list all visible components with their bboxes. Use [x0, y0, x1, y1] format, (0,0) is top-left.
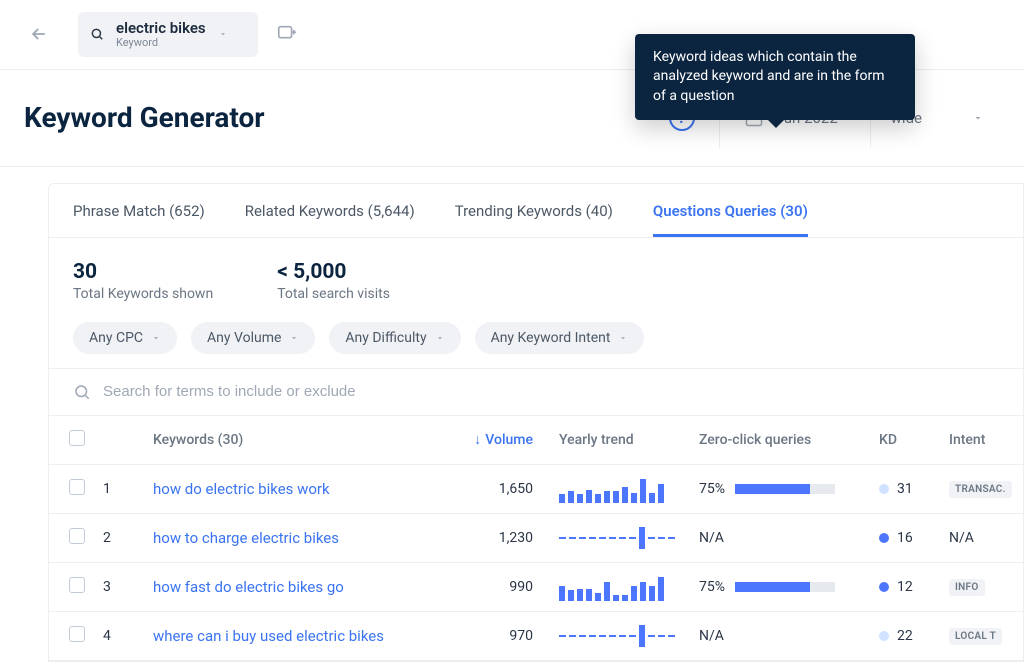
- row-index: 3: [97, 562, 147, 611]
- sparkline: [559, 573, 687, 601]
- keyword-subtitle: Keyword: [116, 37, 206, 49]
- intent-cell: LOCAL T: [943, 611, 1023, 660]
- stat-total-keywords: 30 Total Keywords shown: [73, 260, 213, 302]
- table-search: [49, 369, 1023, 416]
- volume-cell: 1,650: [463, 464, 553, 513]
- chevron-down-icon: [435, 333, 445, 343]
- filter-pill-3[interactable]: Any Keyword Intent: [475, 322, 645, 354]
- tab-3[interactable]: Questions Queries (30): [653, 202, 808, 237]
- row-checkbox[interactable]: [69, 528, 85, 544]
- main-card: Phrase Match (652) Related Keywords (5,64…: [48, 183, 1024, 662]
- volume-cell: 1,230: [463, 513, 553, 562]
- filter-pill-1[interactable]: Any Volume: [191, 322, 315, 354]
- chevron-down-icon: [151, 333, 161, 343]
- col-intent[interactable]: Intent: [943, 416, 1023, 465]
- row-checkbox[interactable]: [69, 479, 85, 495]
- tooltip-text: Keyword ideas which contain the analyzed…: [653, 49, 885, 104]
- sparkline-dashed: [559, 622, 687, 650]
- tab-0[interactable]: Phrase Match (652): [73, 202, 205, 237]
- row-index: 4: [97, 611, 147, 660]
- search-icon: [73, 383, 91, 401]
- chevron-down-icon: [218, 29, 228, 39]
- col-zero-click[interactable]: Zero-click queries: [693, 416, 873, 465]
- table-row: 4 where can i buy used electric bikes 970 N…: [49, 611, 1023, 660]
- tooltip: Keyword ideas which contain the analyzed…: [635, 34, 915, 121]
- select-all-checkbox[interactable]: [69, 430, 85, 446]
- row-checkbox[interactable]: [69, 626, 85, 642]
- intent-cell: TRANSAC.: [943, 464, 1023, 513]
- intent-cell: INFO: [943, 562, 1023, 611]
- add-tab-button[interactable]: [276, 23, 298, 45]
- col-volume[interactable]: ↓Volume: [463, 416, 553, 465]
- trend-cell: [553, 611, 693, 660]
- stat-label: Total Keywords shown: [73, 286, 213, 302]
- stat-value: 30: [73, 260, 213, 284]
- stat-label: Total search visits: [277, 286, 390, 302]
- sort-down-icon: ↓: [474, 432, 481, 448]
- keyword-selector[interactable]: electric bikes Keyword: [78, 12, 258, 57]
- search-input[interactable]: [103, 383, 999, 400]
- filter-pill-0[interactable]: Any CPC: [73, 322, 177, 354]
- chevron-down-icon: [289, 333, 299, 343]
- sparkline-dashed: [559, 524, 687, 552]
- tab-2[interactable]: Trending Keywords (40): [455, 202, 613, 237]
- keyword-text: electric bikes: [116, 20, 206, 37]
- keyword-link[interactable]: how to charge electric bikes: [153, 529, 339, 547]
- zero-click-cell: N/A: [693, 611, 873, 660]
- col-kd[interactable]: KD: [873, 416, 943, 465]
- chevron-down-icon: [972, 112, 984, 124]
- volume-cell: 970: [463, 611, 553, 660]
- row-index: 1: [97, 464, 147, 513]
- kd-cell: 31: [873, 464, 943, 513]
- intent-cell: N/A: [943, 513, 1023, 562]
- table-row: 2 how to charge electric bikes 1,230 N/A16N…: [49, 513, 1023, 562]
- filter-pill-2[interactable]: Any Difficulty: [329, 322, 460, 354]
- keyword-link[interactable]: how do electric bikes work: [153, 480, 330, 498]
- stats-row: 30 Total Keywords shown < 5,000 Total se…: [49, 238, 1023, 322]
- keyword-link[interactable]: where can i buy used electric bikes: [153, 627, 384, 645]
- zero-click-cell: N/A: [693, 513, 873, 562]
- stat-search-visits: < 5,000 Total search visits: [277, 260, 390, 302]
- table-row: 3 how fast do electric bikes go 990 75%12IN…: [49, 562, 1023, 611]
- chevron-down-icon: [618, 333, 628, 343]
- stat-value: < 5,000: [277, 260, 390, 284]
- row-index: 2: [97, 513, 147, 562]
- kd-cell: 12: [873, 562, 943, 611]
- tab-1[interactable]: Related Keywords (5,644): [245, 202, 415, 237]
- page-title: Keyword Generator: [24, 101, 265, 134]
- trend-cell: [553, 562, 693, 611]
- col-keywords[interactable]: Keywords (30): [147, 416, 463, 465]
- volume-cell: 990: [463, 562, 553, 611]
- trend-cell: [553, 513, 693, 562]
- keyword-link[interactable]: how fast do electric bikes go: [153, 578, 344, 596]
- col-trend[interactable]: Yearly trend: [553, 416, 693, 465]
- filters-row: Any CPC Any Volume Any Difficulty Any Keywo…: [49, 322, 1023, 369]
- sparkline: [559, 475, 687, 503]
- zero-click-cell: 75%: [693, 464, 873, 513]
- table-row: 1 how do electric bikes work 1,650 75%31TRA…: [49, 464, 1023, 513]
- tabs: Phrase Match (652) Related Keywords (5,64…: [49, 184, 1023, 238]
- kd-cell: 16: [873, 513, 943, 562]
- kd-cell: 22: [873, 611, 943, 660]
- search-icon: [90, 27, 104, 41]
- keywords-table: Keywords (30) ↓Volume Yearly trend Zero-…: [49, 416, 1023, 661]
- back-button[interactable]: [24, 19, 54, 49]
- trend-cell: [553, 464, 693, 513]
- row-checkbox[interactable]: [69, 577, 85, 593]
- zero-click-cell: 75%: [693, 562, 873, 611]
